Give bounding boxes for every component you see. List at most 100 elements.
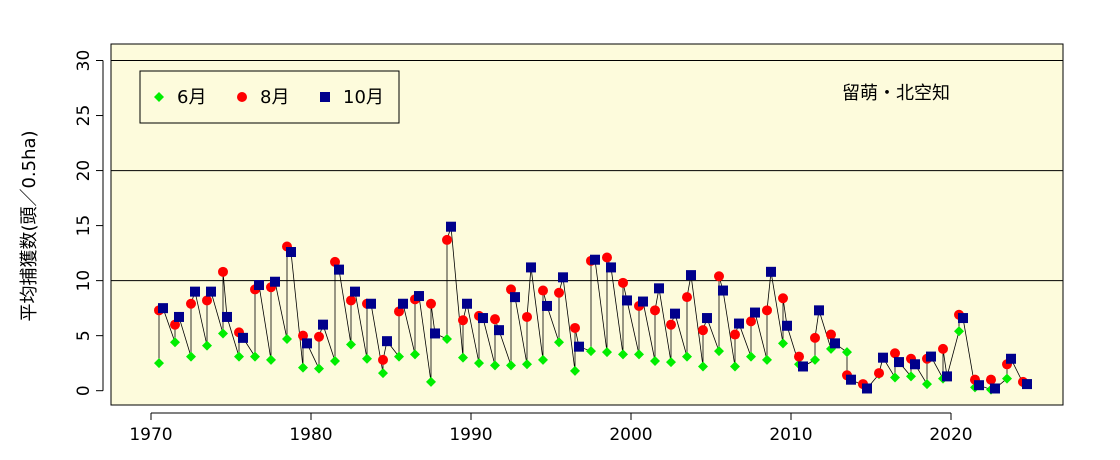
data-point-square-19: [462, 298, 472, 309]
data-point-diamond-38: [762, 354, 772, 365]
data-point-diamond-16: [410, 349, 420, 360]
data-point-square-52: [990, 383, 1000, 394]
data-point-diamond-21: [490, 360, 500, 371]
data-point-diamond-50: [954, 326, 964, 337]
data-point-diamond-2: [186, 351, 196, 362]
legend-label-circle: 8月: [260, 87, 289, 108]
data-point-diamond-41: [810, 354, 820, 365]
gridlines: [111, 60, 1063, 282]
data-point-diamond-15: [394, 351, 404, 362]
data-point-square-23: [526, 262, 536, 273]
data-point-circle-26: [570, 322, 580, 333]
y-tick-label-15: 15: [74, 215, 94, 237]
data-point-square-12: [350, 286, 360, 297]
x-axis: 1970 1980 1990 2000 2010 2020: [129, 412, 973, 445]
legend-label-diamond: 6月: [177, 87, 206, 108]
data-point-diamond-47: [906, 371, 916, 382]
data-point-diamond-11: [330, 355, 340, 366]
y-axis-title: 平均捕獲数(頭／0.5ha): [19, 130, 40, 321]
data-markers: [154, 221, 1032, 395]
data-point-diamond-53: [1002, 373, 1012, 384]
data-point-diamond-24: [538, 354, 548, 365]
data-point-square-48: [926, 351, 936, 362]
data-point-square-1: [174, 311, 184, 322]
data-point-diamond-39: [778, 338, 788, 349]
data-point-square-42: [830, 338, 840, 349]
data-point-square-18: [446, 221, 456, 232]
data-point-circle-39: [778, 293, 788, 304]
data-point-square-30: [638, 296, 648, 307]
data-point-circle-46: [890, 348, 900, 359]
data-point-circle-28: [602, 252, 612, 263]
data-point-square-37: [750, 307, 760, 318]
data-point-diamond-29: [618, 349, 628, 360]
data-point-circle-31: [650, 305, 660, 316]
data-point-diamond-6: [250, 351, 260, 362]
data-point-diamond-32: [666, 357, 676, 368]
data-point-circle-4: [218, 266, 228, 277]
data-point-diamond-3: [202, 340, 212, 351]
data-point-diamond-33: [682, 351, 692, 362]
data-point-diamond-4: [218, 328, 228, 339]
data-point-square-33: [686, 270, 696, 281]
data-point-square-27: [590, 254, 600, 265]
data-point-square-39: [782, 320, 792, 331]
data-point-square-54: [1022, 379, 1032, 390]
data-point-circle-37: [746, 316, 756, 327]
data-point-square-43: [846, 374, 856, 385]
data-point-diamond-12: [346, 339, 356, 350]
data-point-circle-24: [538, 285, 548, 296]
data-point-square-13: [366, 298, 376, 309]
data-point-diamond-23: [522, 359, 532, 370]
y-tick-label-10: 10: [74, 270, 94, 292]
data-point-circle-17: [426, 298, 436, 309]
data-point-diamond-37: [746, 351, 756, 362]
data-point-diamond-34: [698, 361, 708, 372]
data-point-square-41: [814, 305, 824, 316]
data-point-square-36: [734, 318, 744, 329]
data-point-diamond-46: [890, 372, 900, 383]
data-point-square-3: [206, 286, 216, 297]
y-tick-label-30: 30: [74, 50, 94, 72]
data-point-circle-40: [794, 351, 804, 362]
data-point-square-26: [574, 341, 584, 352]
data-point-circle-41: [810, 332, 820, 343]
data-point-circle-18: [442, 234, 452, 245]
data-point-diamond-30: [634, 349, 644, 360]
data-point-diamond-1: [170, 337, 180, 348]
x-tick-label-2010: 2010: [769, 425, 812, 445]
data-point-circle-35: [714, 271, 724, 282]
data-point-circle-3: [202, 295, 212, 306]
data-point-diamond-22: [506, 360, 516, 371]
x-tick-label-2000: 2000: [609, 425, 652, 445]
x-tick-label-2020: 2020: [929, 425, 972, 445]
legend-box: [139, 70, 400, 124]
data-point-diamond-5: [234, 351, 244, 362]
data-point-square-11: [334, 264, 344, 275]
data-point-square-5: [238, 332, 248, 343]
data-point-diamond-28: [602, 347, 612, 358]
data-point-circle-29: [618, 277, 628, 288]
data-point-square-10: [318, 319, 328, 330]
data-point-circle-10: [314, 331, 324, 342]
data-point-diamond-35: [714, 346, 724, 357]
data-point-diamond-31: [650, 355, 660, 366]
data-point-circle-32: [666, 319, 676, 330]
data-point-circle-49: [938, 343, 948, 354]
data-point-diamond-10: [314, 363, 324, 374]
data-point-square-16: [414, 291, 424, 302]
data-point-square-25: [558, 272, 568, 283]
region-annotation: 留萌・北空知: [842, 83, 950, 104]
data-point-circle-15: [394, 306, 404, 317]
data-point-square-35: [718, 285, 728, 296]
y-tick-label-25: 25: [74, 105, 94, 127]
data-point-diamond-27: [586, 346, 596, 357]
data-point-square-32: [670, 308, 680, 319]
data-point-square-20: [478, 313, 488, 324]
data-point-square-4: [222, 311, 232, 322]
data-point-square-6: [254, 280, 264, 291]
data-point-circle-38: [762, 305, 772, 316]
data-point-circle-25: [554, 287, 564, 298]
legend-marker-square: [320, 92, 330, 102]
